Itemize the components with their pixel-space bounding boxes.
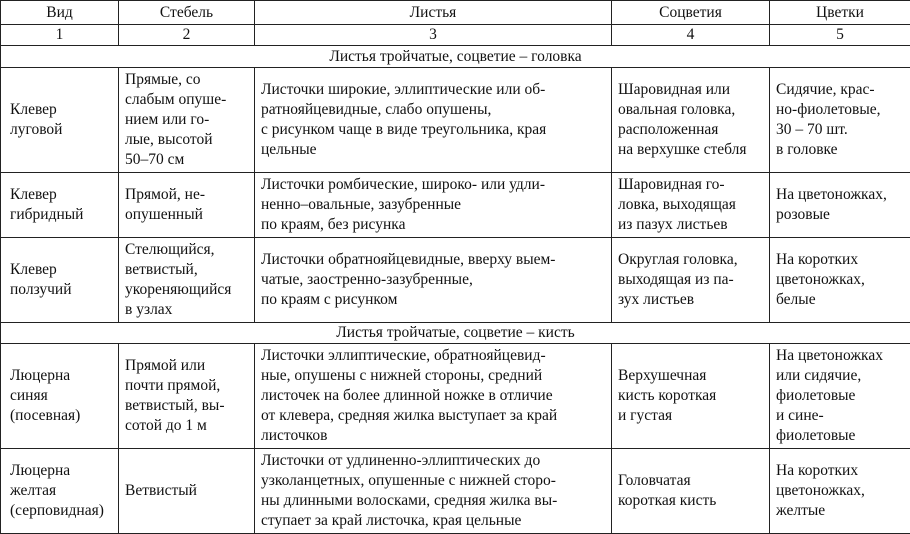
stem-cell: Прямой или почти прямой, ветвистый, вы- … [119,344,255,449]
section-title-golovka: Листья тройчатые, соцветие – головка [1,46,910,68]
section-header-row: Листья тройчатые, соцветие – кисть [1,323,910,344]
inflorescence-cell: Шаровидная или овальная головка, располо… [612,68,770,173]
flowers-cell: На цветоножках, розовые [770,173,910,238]
stem-cell: Прямые, со слабым опуше- нием или го- лы… [119,68,255,173]
table-row: Люцерна желтая (серповидная) Ветвистый Л… [1,449,910,534]
flowers-cell: На коротких цветоножках, желтые [770,449,910,534]
inflorescence-cell: Головчатая короткая кисть [612,449,770,534]
column-header-tsvetki: Цветки [770,1,910,25]
species-name-cell: Клевер гибридный [1,173,119,238]
column-header-sotsvetiya: Соцветия [612,1,770,25]
species-name-cell: Клевер луговой [1,68,119,173]
section-header-row: Листья тройчатые, соцветие – головка [1,46,910,68]
column-number: 5 [770,25,910,46]
column-number: 4 [612,25,770,46]
column-header-vid: Вид [1,1,119,25]
table-row: Клевер луговой Прямые, со слабым опуше- … [1,68,910,173]
leaves-cell: Листочки эллиптические, обратнояйцевид- … [255,344,612,449]
column-number-row: 1 2 3 4 5 [1,25,910,46]
header-row: Вид Стебель Листья Соцветия Цветки [1,1,910,25]
species-name-cell: Клевер ползучий [1,238,119,323]
leaves-cell: Листочки обратнояйцевидные, вверху выем-… [255,238,612,323]
flowers-cell: На цветоножках или сидячие, фиолетовые и… [770,344,910,449]
column-header-listya: Листья [255,1,612,25]
column-header-stebel: Стебель [119,1,255,25]
inflorescence-cell: Шаровидная го- ловка, выходящая из пазух… [612,173,770,238]
leaves-cell: Листочки от удлиненно-эллиптических до у… [255,449,612,534]
stem-cell: Ветвистый [119,449,255,534]
stem-cell: Стелющийся, ветвистый, укореняющийся в у… [119,238,255,323]
column-number: 3 [255,25,612,46]
flowers-cell: Сидячие, крас- но-фиолетовые, 30 – 70 шт… [770,68,910,173]
species-name-cell: Люцерна синяя (посевная) [1,344,119,449]
leaves-cell: Листочки широкие, эллиптические или об- … [255,68,612,173]
stem-cell: Прямой, не- опушенный [119,173,255,238]
section-title-kist: Листья тройчатые, соцветие – кисть [1,323,910,344]
column-number: 2 [119,25,255,46]
column-number: 1 [1,25,119,46]
flowers-cell: На коротких цветоножках, белые [770,238,910,323]
leaves-cell: Листочки ромбические, широко- или удли- … [255,173,612,238]
inflorescence-cell: Верхушечная кисть короткая и густая [612,344,770,449]
inflorescence-cell: Округлая головка, выходящая из па- зух л… [612,238,770,323]
table-row: Клевер гибридный Прямой, не- опушенный Л… [1,173,910,238]
table-row: Клевер ползучий Стелющийся, ветвистый, у… [1,238,910,323]
species-name-cell: Люцерна желтая (серповидная) [1,449,119,534]
table-row: Люцерна синяя (посевная) Прямой или почт… [1,344,910,449]
